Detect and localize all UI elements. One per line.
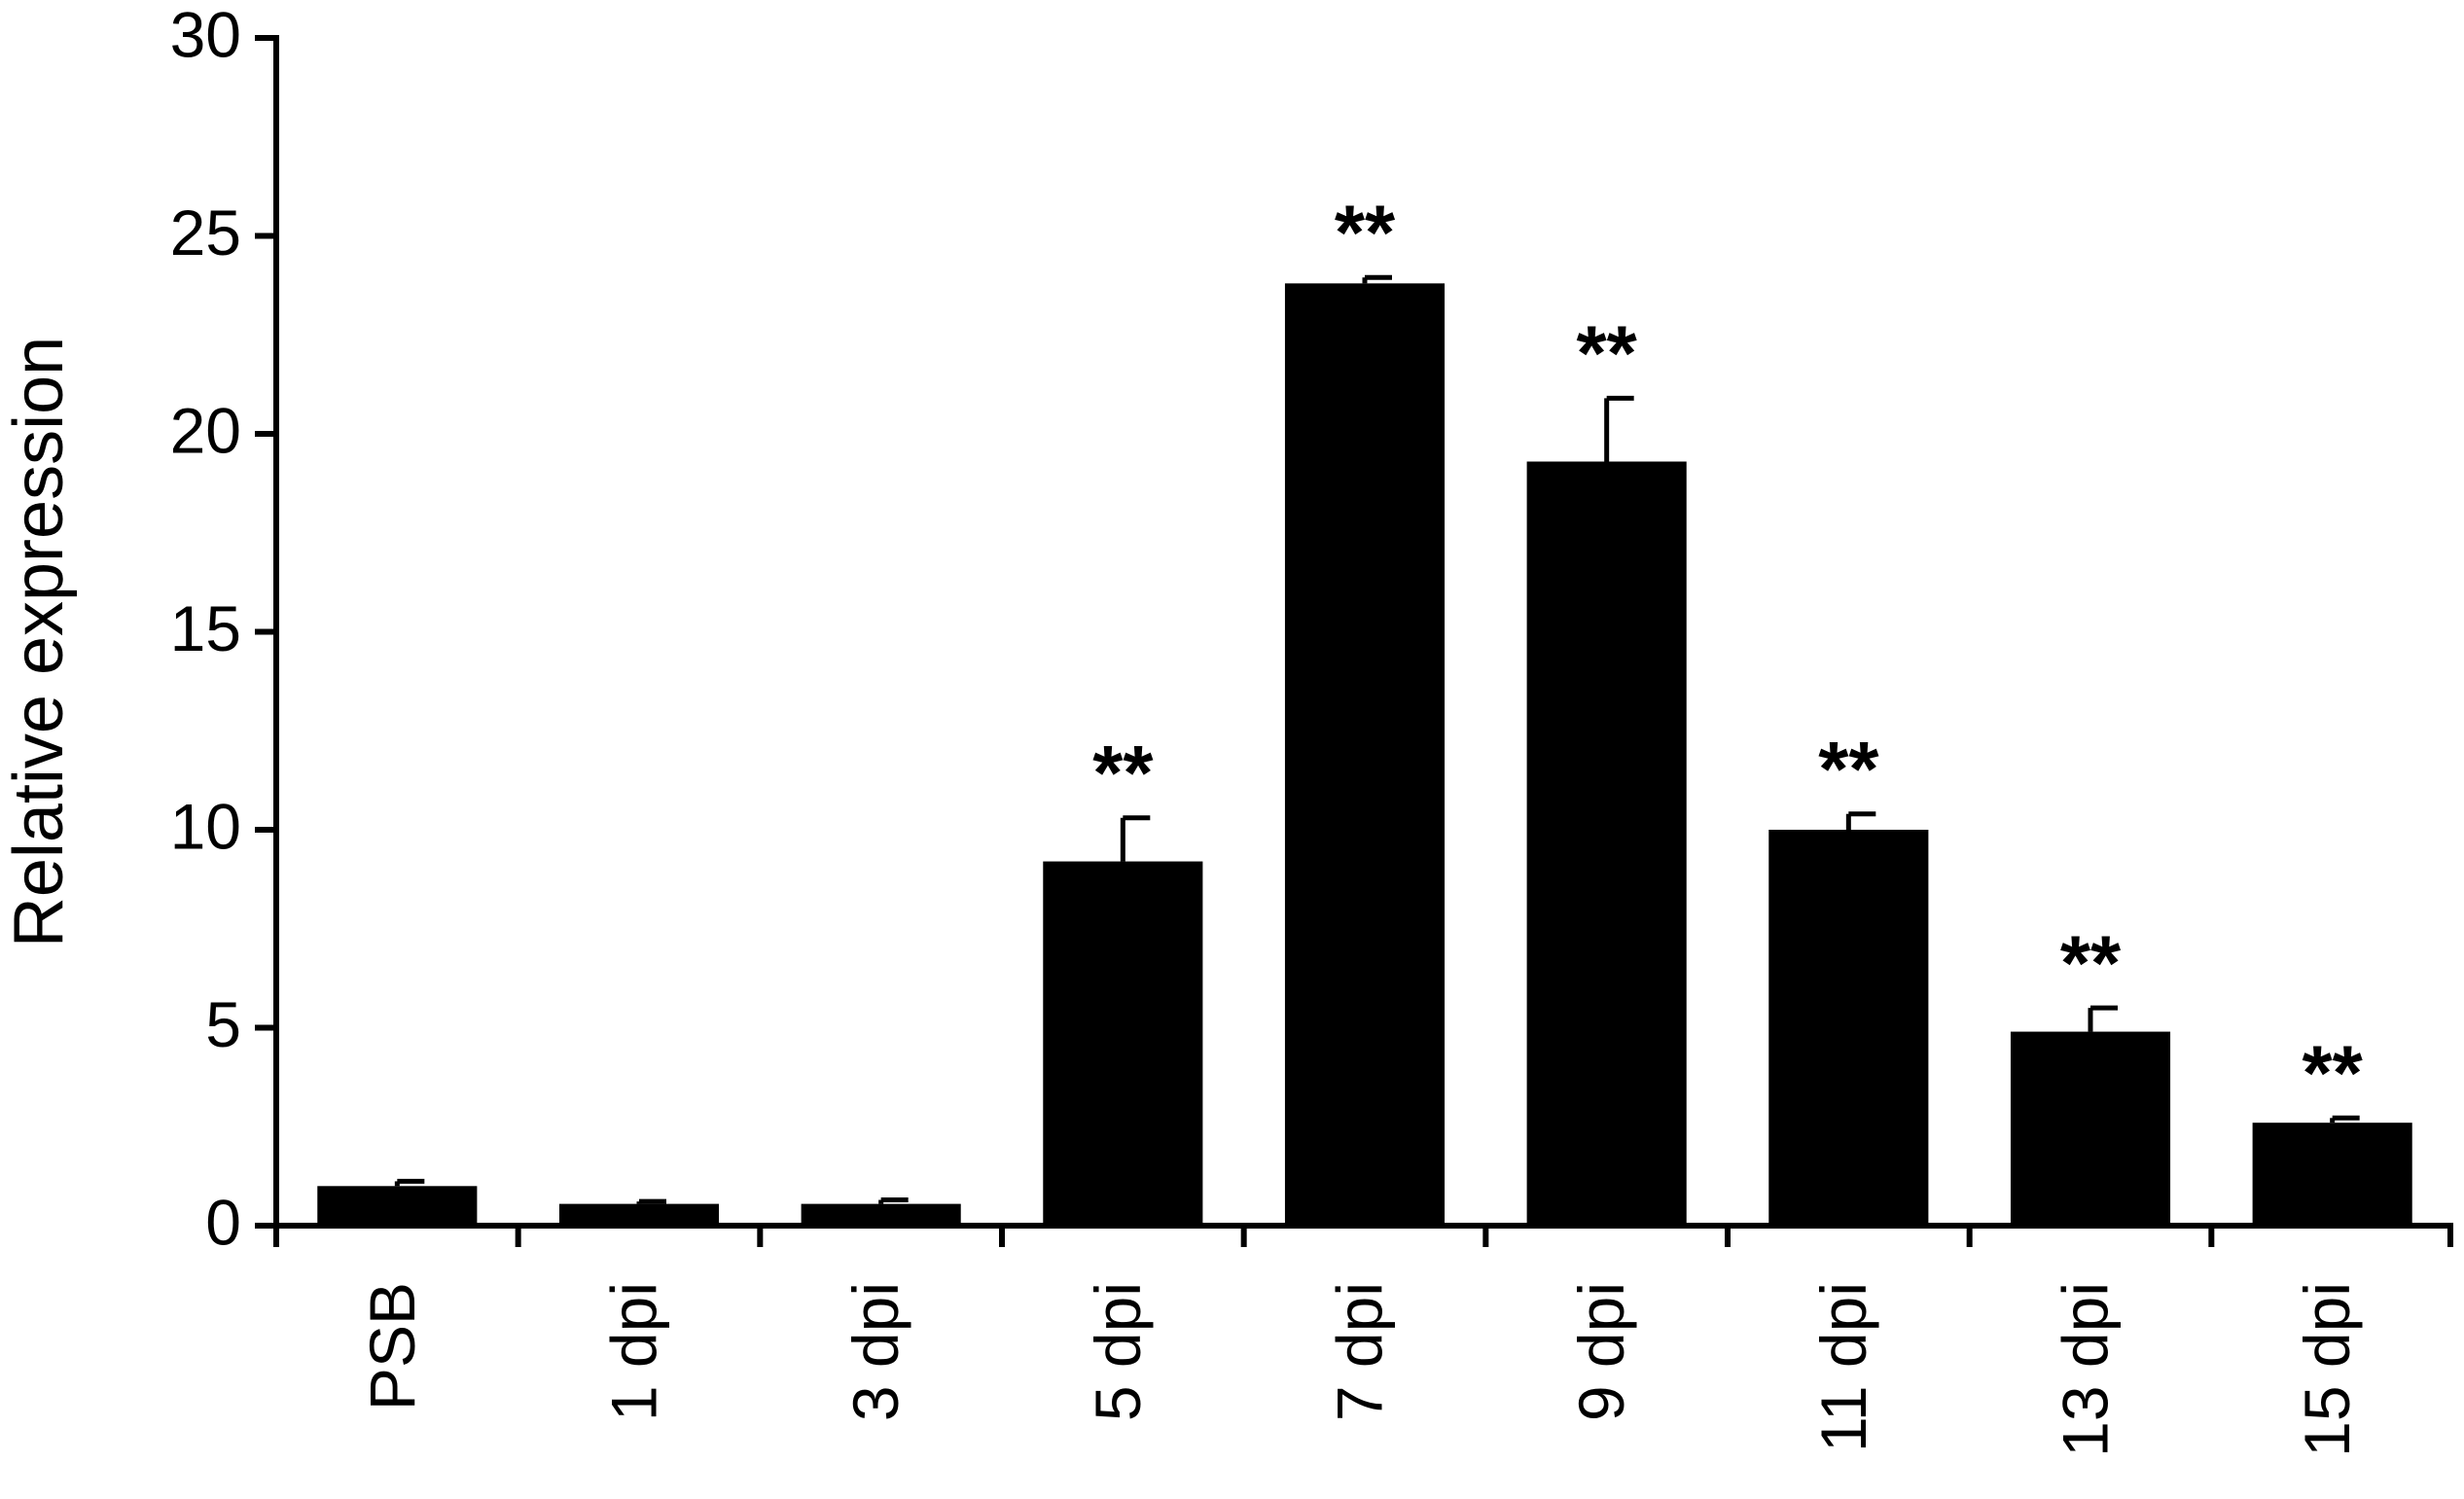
y-tick-label: 5	[205, 988, 241, 1060]
significance-label: **	[1577, 309, 1638, 396]
bar	[2252, 1123, 2412, 1226]
bar	[2010, 1031, 2171, 1226]
significance-label: **	[1335, 189, 1396, 275]
significance-label: **	[1818, 726, 1879, 812]
bar	[1526, 461, 1687, 1226]
bar	[1768, 830, 1929, 1226]
x-tick-label: 15 dpi	[2291, 1282, 2363, 1457]
y-tick-label: 15	[170, 592, 241, 664]
significance-label: **	[1092, 730, 1154, 816]
y-tick-label: 20	[170, 394, 241, 466]
y-tick-label: 30	[170, 0, 241, 70]
x-tick-label: 5 dpi	[1082, 1282, 1154, 1421]
x-tick-label: 7 dpi	[1323, 1282, 1395, 1421]
y-tick-label: 0	[205, 1186, 241, 1258]
bar	[1043, 861, 1203, 1226]
significance-label: **	[2303, 1029, 2364, 1116]
x-tick-label: PSB	[356, 1282, 428, 1410]
y-axis-title: Relative expression	[0, 337, 78, 947]
y-tick-label: 25	[170, 196, 241, 268]
x-tick-label: 3 dpi	[839, 1282, 911, 1421]
bar	[558, 1203, 720, 1226]
bar	[317, 1186, 478, 1226]
significance-label: **	[2060, 919, 2122, 1006]
bar	[1284, 283, 1446, 1227]
x-tick-label: 13 dpi	[2049, 1282, 2121, 1457]
y-tick-label: 10	[170, 790, 241, 862]
x-tick-label: 11 dpi	[1807, 1282, 1879, 1452]
bar	[801, 1203, 961, 1226]
x-tick-label: 1 dpi	[597, 1282, 669, 1421]
x-tick-label: 9 dpi	[1565, 1282, 1637, 1421]
